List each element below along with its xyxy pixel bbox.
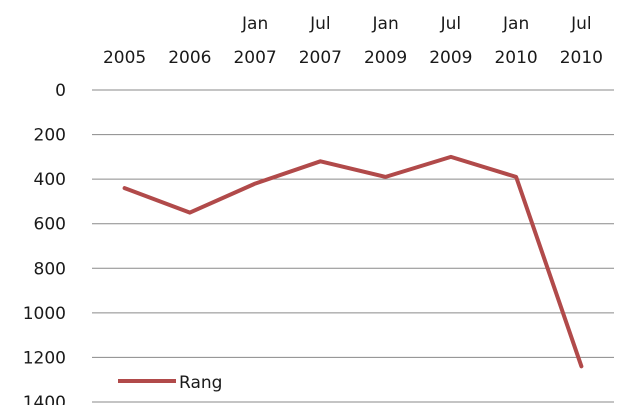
y-tick-label: 800 xyxy=(34,259,66,279)
x-axis-tick-labels: 2005 2006 Jan 2007 Jul 2007 Jan 2009 Jul 2009 Jan 2… xyxy=(103,14,603,68)
x-tick-label: Jul 2009 xyxy=(429,14,472,68)
y-tick-label: 0 xyxy=(55,81,66,101)
y-tick-label: 1200 xyxy=(23,348,66,368)
x-tick-label: 2006 xyxy=(168,48,211,68)
gridlines xyxy=(92,89,614,403)
x-tick-label: Jul 2010 xyxy=(560,14,603,68)
y-axis-tick-labels: 0 200 400 600 800 1000 1200 1400 xyxy=(23,81,66,405)
series-rang xyxy=(122,154,584,369)
y-tick-label: 1000 xyxy=(23,304,66,324)
x-tick-label: 2005 xyxy=(103,48,146,68)
x-tick-label: Jul 2007 xyxy=(299,14,342,68)
legend: Rang xyxy=(118,373,222,393)
y-tick-label: 600 xyxy=(34,215,66,235)
x-tick-label: Jan 2010 xyxy=(494,14,537,68)
y-tick-label: 200 xyxy=(34,126,66,146)
x-tick-label: Jan 2009 xyxy=(364,14,407,68)
y-tick-label: 1400 xyxy=(23,393,66,405)
series-line-rang xyxy=(122,154,584,369)
y-tick-label: 400 xyxy=(34,170,66,190)
x-tick-label: Jan 2007 xyxy=(233,14,276,68)
legend-label-rang: Rang xyxy=(179,373,222,393)
